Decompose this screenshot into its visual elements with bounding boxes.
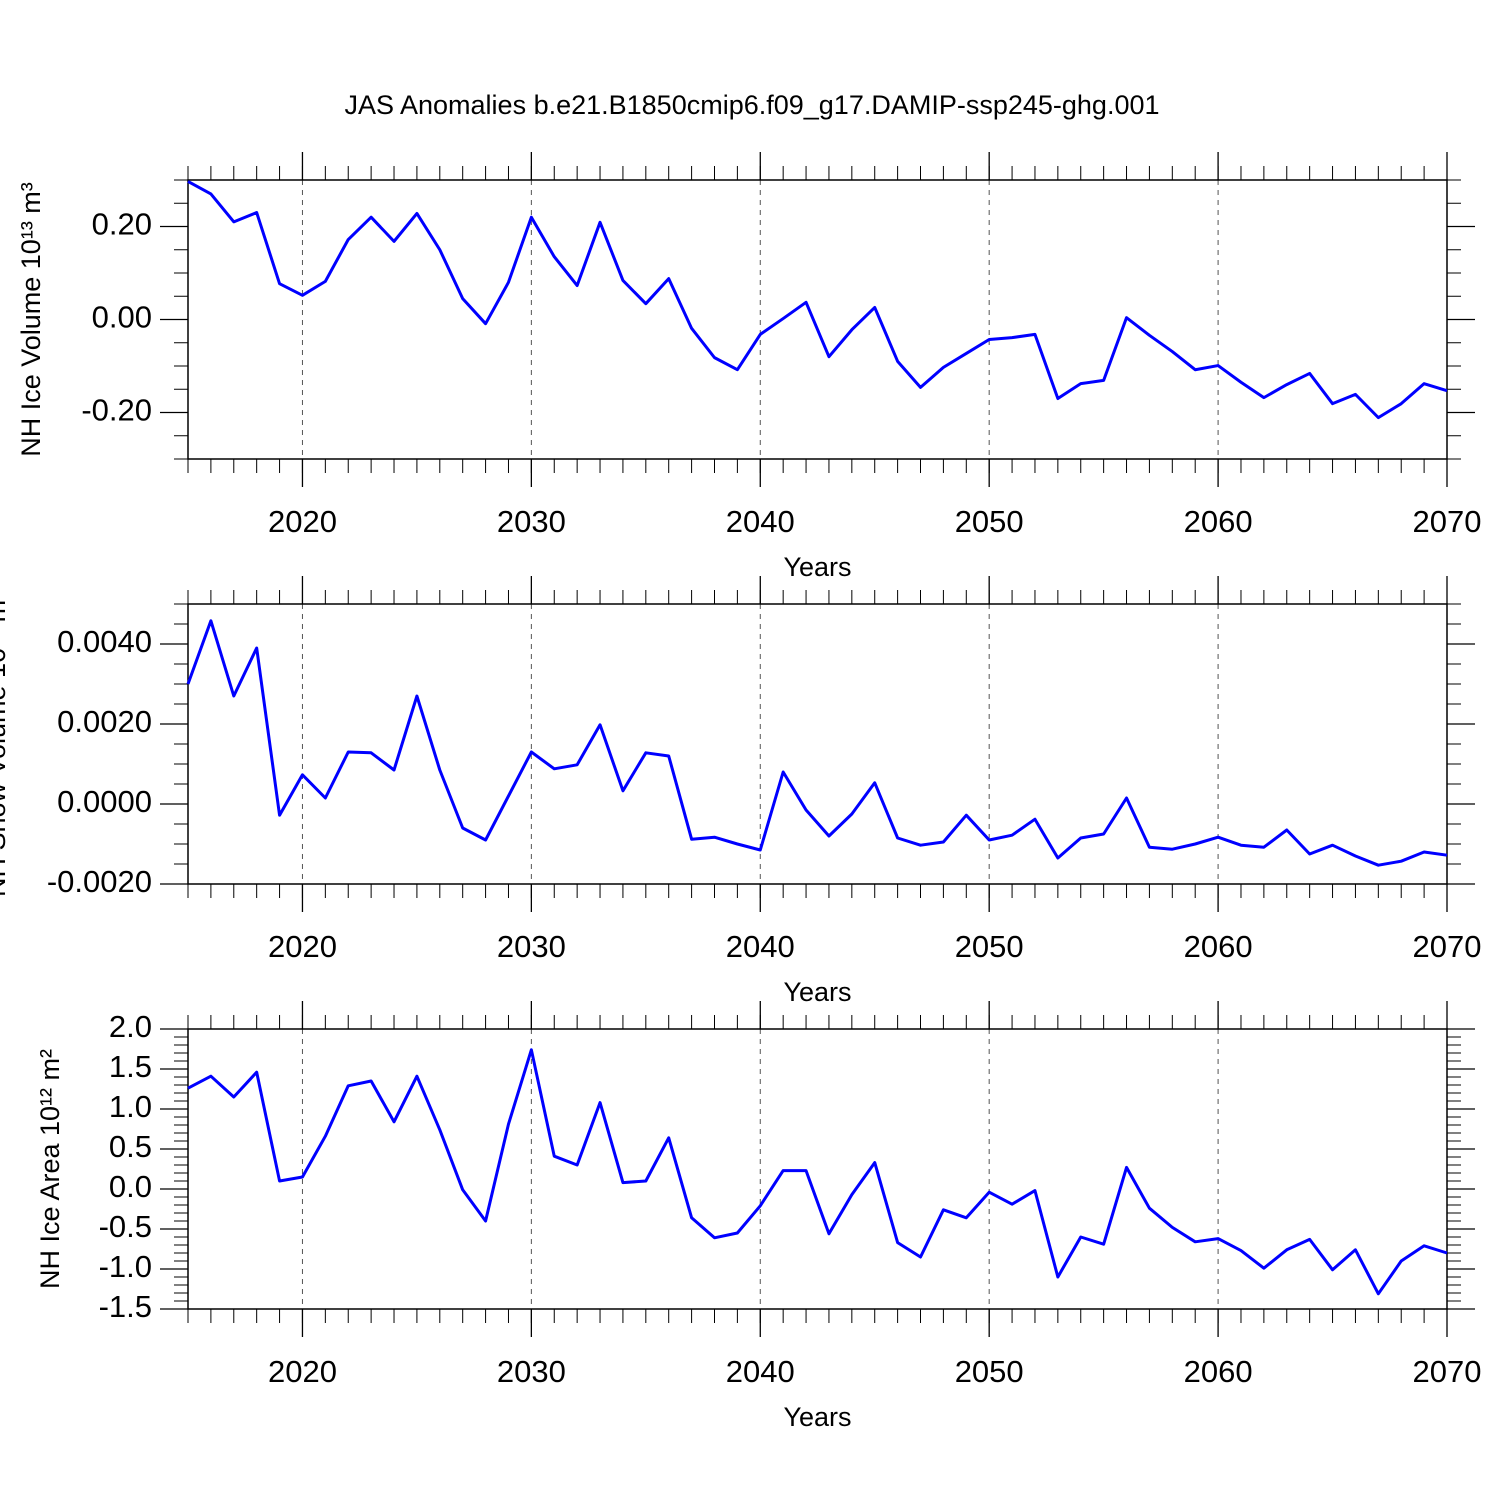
x-tick-label: 2020: [268, 504, 337, 539]
data-line: [187, 180, 1448, 420]
x-tick-label: 2050: [955, 504, 1024, 539]
y-tick-label: 1.0: [109, 1089, 152, 1124]
y-tick-label: 0.20: [92, 207, 152, 242]
chart-title: JAS Anomalies b.e21.B1850cmip6.f09_g17.D…: [344, 90, 1159, 120]
plot-frame: [187, 1028, 1448, 1310]
x-tick-label: 2040: [726, 1354, 795, 1389]
plot-frame: [187, 179, 1448, 460]
x-axis-label: Years: [783, 552, 851, 582]
y-tick-label: -1.0: [99, 1249, 152, 1284]
y-tick-label: 0.0040: [57, 624, 152, 659]
x-tick-label: 2060: [1184, 929, 1253, 964]
y-tick-label: 0.0000: [57, 784, 152, 819]
y-tick-label: 0.5: [109, 1129, 152, 1164]
x-tick-label: 2030: [497, 929, 566, 964]
data-line: [187, 1048, 1448, 1296]
x-tick-label: 2070: [1413, 929, 1482, 964]
x-tick-label: 2030: [497, 504, 566, 539]
y-tick-label: -1.5: [99, 1289, 152, 1324]
plot-frame: [187, 603, 1448, 885]
x-tick-label: 2040: [726, 504, 795, 539]
x-tick-label: 2060: [1184, 504, 1253, 539]
data-line: [186, 619, 1448, 867]
x-axis-label: Years: [783, 977, 851, 1007]
x-tick-label: 2050: [955, 1354, 1024, 1389]
y-tick-label: -0.20: [81, 393, 152, 428]
x-tick-label: 2030: [497, 1354, 566, 1389]
x-tick-label: 2060: [1184, 1354, 1253, 1389]
x-tick-label: 2070: [1413, 504, 1482, 539]
y-tick-label: 0.0: [109, 1169, 152, 1204]
x-tick-label: 2040: [726, 929, 795, 964]
y-tick-label: 1.5: [109, 1049, 152, 1084]
y-axis-label: NH Snow Volume 10¹³ m³: [0, 591, 11, 897]
y-tick-label: 0.0020: [57, 704, 152, 739]
y-axis-label: NH Ice Area 10¹² m²: [35, 1049, 65, 1289]
x-tick-label: 2020: [268, 1354, 337, 1389]
y-tick-label: 0.00: [92, 300, 152, 335]
x-tick-label: 2020: [268, 929, 337, 964]
y-axis-label: NH Ice Volume 10¹³ m³: [16, 182, 46, 457]
x-tick-label: 2050: [955, 929, 1024, 964]
x-axis-label: Years: [783, 1402, 851, 1432]
y-tick-label: -0.0020: [47, 864, 152, 899]
x-tick-label: 2070: [1413, 1354, 1482, 1389]
y-tick-label: -0.5: [99, 1209, 152, 1244]
y-tick-label: 2.0: [109, 1009, 152, 1044]
